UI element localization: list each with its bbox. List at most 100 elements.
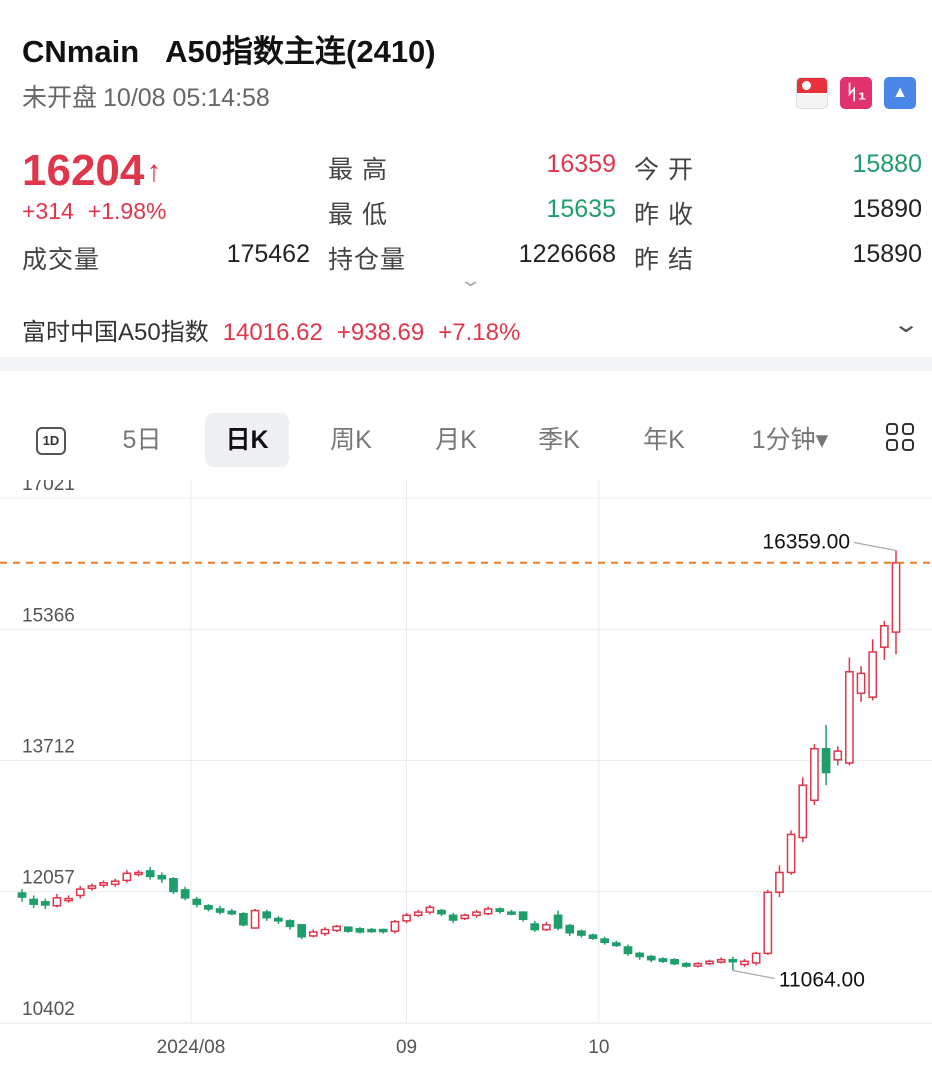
candle-body xyxy=(169,878,178,893)
candle-body xyxy=(425,906,435,913)
candle-body xyxy=(250,909,260,929)
min-annotation: 11064.00 xyxy=(779,968,865,991)
index-value: 14016.62 xyxy=(222,319,323,346)
tab-5day[interactable]: 5日 xyxy=(122,426,162,454)
candle-body xyxy=(320,928,330,935)
prev-close-value: 15890 xyxy=(852,195,922,223)
y-tick-label: 10402 xyxy=(22,999,75,1020)
open-label: 今 开 xyxy=(634,156,694,184)
underlying-index-row[interactable]: 富时中国A50指数 14016.62 +938.69 +7.18% xyxy=(22,312,520,347)
candle-body xyxy=(343,926,353,932)
candle-body xyxy=(576,930,586,936)
candle-body xyxy=(565,924,575,934)
y-tick-label: 17021 xyxy=(22,480,75,495)
open-interest-label: 持仓量 xyxy=(328,246,407,274)
min-leader-line xyxy=(732,969,775,980)
candle-body xyxy=(285,920,295,928)
candle-body xyxy=(180,889,190,899)
candle-body xyxy=(600,938,610,944)
low-label: 最 低 xyxy=(328,201,388,229)
candle-body xyxy=(716,958,726,963)
expand-chevron-icon[interactable]: ⌄ xyxy=(458,270,483,290)
candle-body xyxy=(670,958,679,965)
candle-body xyxy=(798,784,808,839)
candle-body xyxy=(367,928,376,933)
candle-body xyxy=(845,671,854,764)
x-tick-label: 09 xyxy=(396,1037,417,1058)
candle-body xyxy=(437,909,446,915)
candle-body xyxy=(99,882,108,886)
kline-chart[interactable]: 17021 15366 13712 12057 10402 2024/08 09 10 1635… xyxy=(0,480,932,1072)
open-interest-value: 1226668 xyxy=(518,240,616,268)
instrument-name: A50指数主连(2410) xyxy=(165,34,436,69)
price-change: +314 +1.98% xyxy=(22,198,166,225)
candle-body xyxy=(29,898,39,905)
candle-body xyxy=(611,942,621,947)
header-title: CNmain A50指数主连(2410) xyxy=(22,26,436,71)
y-tick-label: 12057 xyxy=(22,868,75,889)
candle-body xyxy=(297,924,307,938)
symbol-code: CNmain xyxy=(22,34,140,69)
candle-body xyxy=(227,910,237,915)
candle-body xyxy=(728,958,738,963)
candle-body xyxy=(495,908,505,913)
candle-body xyxy=(705,960,714,965)
candle-body xyxy=(868,651,878,698)
l1-icon[interactable]: ᛋ₁ xyxy=(840,77,872,109)
volume-value: 175462 xyxy=(226,240,310,268)
tab-yearly-k[interactable]: 年K xyxy=(643,426,685,454)
chevron-down-icon[interactable]: ⌄ xyxy=(891,311,921,338)
candle-body xyxy=(192,898,202,905)
open-value: 15880 xyxy=(852,150,922,178)
candle-body xyxy=(460,914,470,920)
candle-body xyxy=(681,962,691,967)
high-value: 16359 xyxy=(546,150,616,178)
candle-body xyxy=(110,880,120,886)
candle-body xyxy=(810,747,819,802)
tab-1min-dropdown[interactable]: 1分钟▾ xyxy=(751,426,829,454)
candle-body xyxy=(239,912,248,926)
high-label: 最 高 xyxy=(328,156,388,184)
candle-body xyxy=(40,901,50,906)
index-change-pct: +7.18% xyxy=(438,319,521,346)
quote-datetime: 10/08 05:14:58 xyxy=(103,84,270,112)
candle-body xyxy=(635,952,644,958)
candle-body xyxy=(763,891,773,955)
candle-body xyxy=(588,934,598,940)
chart-period-tabs: 1D 5日 日K 周K 月K 季K 年K 1分钟▾ xyxy=(0,413,932,467)
change-pct: +1.98% xyxy=(87,198,167,224)
candle-body xyxy=(64,897,73,902)
tab-weekly-k[interactable]: 周K xyxy=(330,426,372,454)
change-abs: +314 xyxy=(22,198,74,224)
candle-body xyxy=(75,888,85,897)
grid-menu-icon[interactable] xyxy=(886,423,916,453)
last-price: 16204↑ xyxy=(22,146,161,196)
tab-quarterly-k[interactable]: 季K xyxy=(538,426,580,454)
up-arrow-icon: ↑ xyxy=(146,155,162,188)
candle-body xyxy=(87,885,97,890)
candle-body xyxy=(308,931,318,937)
candle-body xyxy=(786,833,796,874)
intraday-1d-icon[interactable]: 1D xyxy=(36,427,66,455)
candle-body xyxy=(122,872,132,882)
candle-body xyxy=(693,962,703,967)
candle-body xyxy=(856,672,866,694)
candle-body xyxy=(891,562,901,633)
tab-monthly-k[interactable]: 月K xyxy=(435,426,477,454)
singapore-flag-icon[interactable] xyxy=(796,77,828,109)
candle-body xyxy=(518,911,528,921)
candle-body xyxy=(553,914,563,929)
candle-body xyxy=(483,908,493,915)
index-name: 富时中国A50指数 xyxy=(22,319,209,346)
y-tick-label: 13712 xyxy=(22,736,75,757)
header-subtitle: 未开盘 10/08 05:14:58 xyxy=(22,78,270,114)
candle-body xyxy=(646,955,656,961)
max-annotation: 16359.00 xyxy=(762,531,850,554)
prev-close-label: 昨 收 xyxy=(634,201,694,229)
section-divider xyxy=(0,357,932,371)
candle-body xyxy=(507,911,516,915)
candle-body xyxy=(775,871,784,894)
level-icon[interactable]: ▲ xyxy=(884,77,916,109)
x-tick-label: 2024/08 xyxy=(157,1037,226,1058)
tab-daily-k[interactable]: 日K xyxy=(205,413,289,467)
